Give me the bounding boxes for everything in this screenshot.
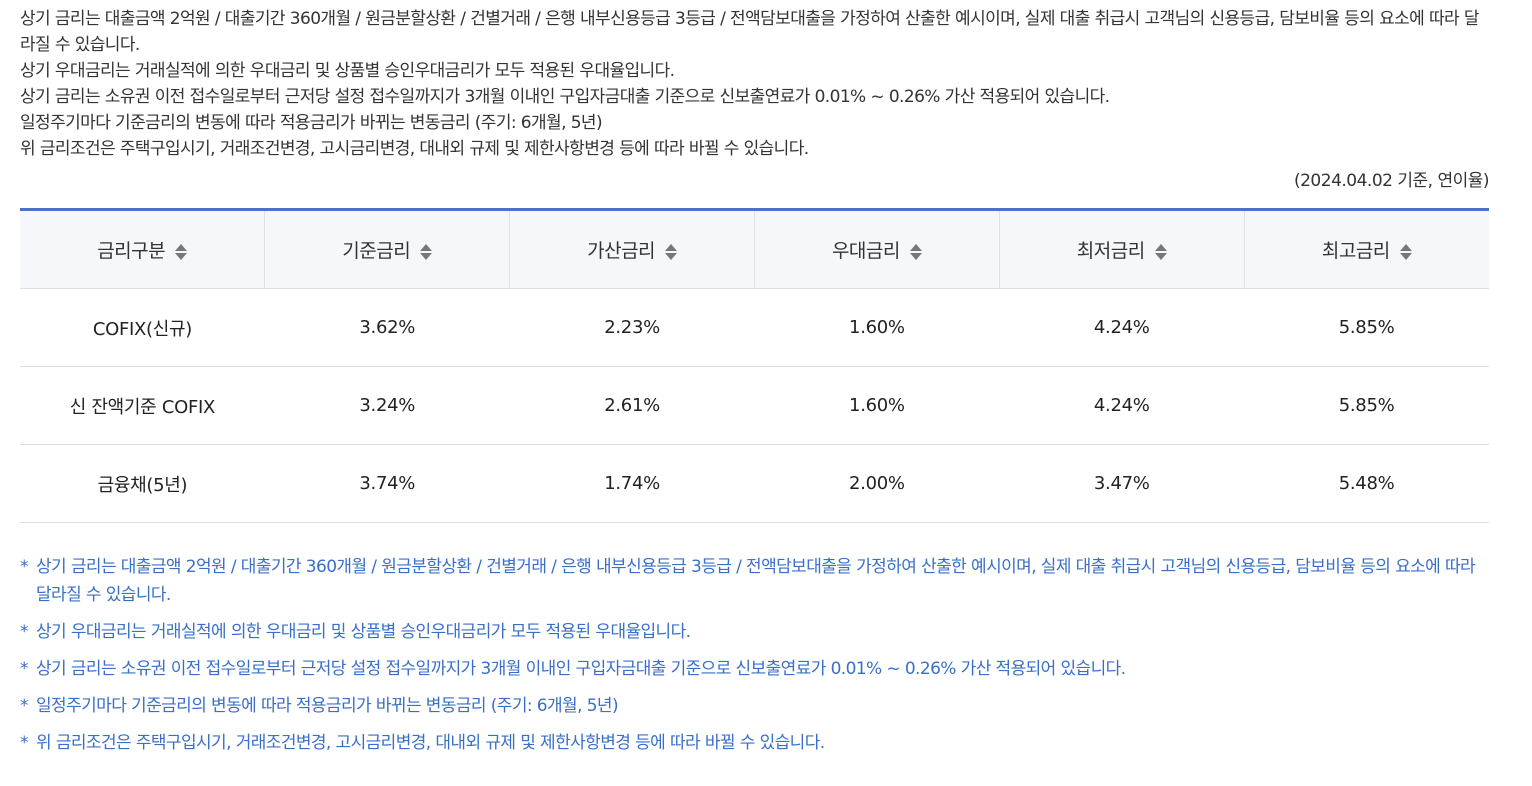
sort-updown-icon[interactable] (1399, 242, 1412, 262)
footnote-marker: * (20, 557, 28, 577)
footnote-marker: * (20, 659, 28, 679)
rate-table: 금리구분 기준금리 가산금리 우대금리 최저금리 최고금리 COFIX(신규) … (20, 208, 1489, 523)
header-base-rate[interactable]: 기준금리 (264, 209, 510, 289)
footnote-item: * 일정주기마다 기준금리의 변동에 따라 적용금리가 바뀌는 변동금리 (주기:… (20, 692, 1489, 720)
header-max-rate[interactable]: 최고금리 (1243, 209, 1489, 289)
table-header-row: 금리구분 기준금리 가산금리 우대금리 최저금리 최고금리 (20, 209, 1489, 289)
footnotes: * 상기 금리는 대출금액 2억원 / 대출기간 360개월 / 원금분할상환 /… (20, 553, 1489, 757)
sort-updown-icon[interactable] (1154, 242, 1167, 262)
cell-spread-rate: 2.61% (509, 366, 755, 445)
cell-min-rate: 3.47% (999, 444, 1245, 523)
header-min-rate[interactable]: 최저금리 (998, 209, 1245, 289)
footnote-item: * 상기 금리는 대출금액 2억원 / 대출기간 360개월 / 원금분할상환 /… (20, 553, 1489, 609)
header-rate-type[interactable]: 금리구분 (20, 209, 265, 289)
intro-line: 일정주기마다 기준금리의 변동에 따라 적용금리가 바뀌는 변동금리 (주기: … (20, 113, 603, 133)
rate-basis-date: (2024.04.02 기준, 연이율) (1293, 171, 1490, 191)
footnote-marker: * (20, 696, 28, 716)
cell-spread-rate: 1.74% (509, 444, 755, 523)
intro-line: 상기 우대금리는 거래실적에 의한 우대금리 및 상품별 승인우대금리가 모두 … (20, 61, 675, 81)
cell-preferential-rate: 1.60% (754, 288, 1000, 367)
table-row: COFIX(신규) 3.62% 2.23% 1.60% 4.24% 5.85% (20, 288, 1489, 367)
cell-base-rate: 3.62% (264, 288, 510, 367)
cell-spread-rate: 2.23% (509, 288, 755, 367)
rate-info-panel: 상기 금리는 대출금액 2억원 / 대출기간 360개월 / 원금분할상환 / … (20, 0, 1490, 766)
cell-base-rate: 3.74% (264, 444, 510, 523)
footnote-marker: * (20, 733, 28, 753)
footnote-item: * 상기 우대금리는 거래실적에 의한 우대금리 및 상품별 승인우대금리가 모두… (20, 618, 1489, 646)
table-row: 금융채(5년) 3.74% 1.74% 2.00% 3.47% 5.48% (20, 444, 1489, 523)
intro-line: 위 금리조건은 주택구입시기, 거래조건변경, 고시금리변경, 대내외 규제 및… (20, 139, 809, 159)
cell-rate-type: 금융채(5년) (20, 444, 265, 523)
table-row: 신 잔액기준 COFIX 3.24% 2.61% 1.60% 4.24% 5.8… (20, 366, 1489, 445)
header-preferential-rate[interactable]: 우대금리 (753, 209, 1000, 289)
intro-line: 상기 금리는 대출금액 2억원 / 대출기간 360개월 / 원금분할상환 / … (20, 9, 1480, 55)
sort-updown-icon[interactable] (665, 242, 678, 262)
cell-min-rate: 4.24% (999, 288, 1245, 367)
cell-preferential-rate: 1.60% (754, 366, 1000, 445)
cell-max-rate: 5.48% (1244, 444, 1489, 523)
sort-updown-icon[interactable] (175, 242, 188, 262)
footnote-item: * 상기 금리는 소유권 이전 접수일로부터 근저당 설정 접수일까지가 3개월 … (20, 655, 1489, 683)
cell-max-rate: 5.85% (1244, 366, 1489, 445)
cell-min-rate: 4.24% (999, 366, 1245, 445)
cell-base-rate: 3.24% (264, 366, 510, 445)
cell-rate-type: COFIX(신규) (20, 288, 265, 367)
cell-rate-type: 신 잔액기준 COFIX (20, 366, 265, 445)
footnote-marker: * (20, 622, 28, 642)
header-spread-rate[interactable]: 가산금리 (509, 209, 755, 289)
intro-text: 상기 금리는 대출금액 2억원 / 대출기간 360개월 / 원금분할상환 / … (20, 0, 1489, 162)
sort-updown-icon[interactable] (420, 242, 433, 262)
footnote-item: * 위 금리조건은 주택구입시기, 거래조건변경, 고시금리변경, 대내외 규제 … (20, 729, 1489, 757)
intro-line: 상기 금리는 소유권 이전 접수일로부터 근저당 설정 접수일까지가 3개월 이… (20, 87, 1110, 107)
sort-updown-icon[interactable] (909, 242, 922, 262)
cell-max-rate: 5.85% (1244, 288, 1489, 367)
cell-preferential-rate: 2.00% (754, 444, 1000, 523)
